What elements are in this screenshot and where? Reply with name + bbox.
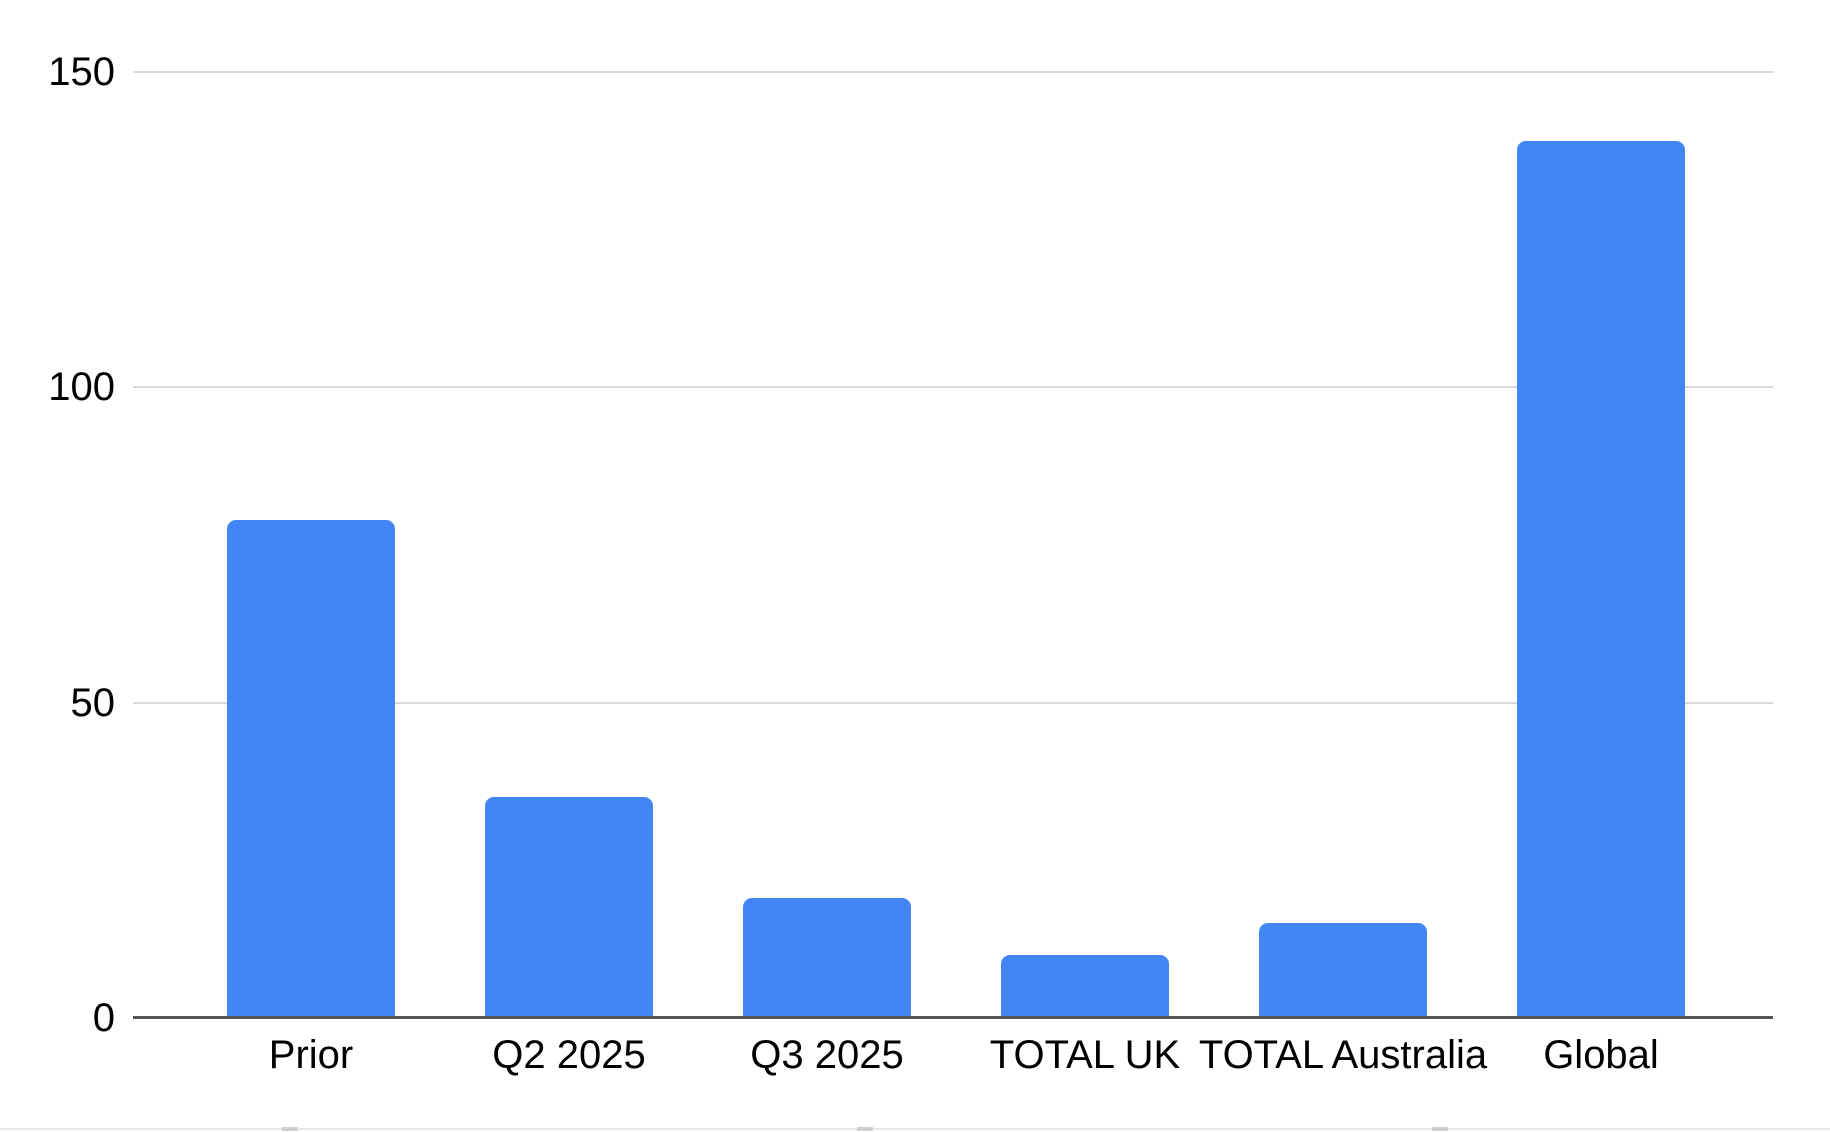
bar-total-australia (1259, 923, 1427, 1018)
x-axis-tick-label: TOTAL Australia (1198, 1033, 1488, 1077)
x-axis-tick-label: TOTAL UK (989, 1033, 1181, 1077)
y-axis-tick-label: 100 (48, 365, 115, 410)
gridline-50 (133, 701, 1773, 704)
x-axis-line (133, 1016, 1773, 1019)
gridline-150 (133, 71, 1773, 73)
spreadsheet-column-tick (282, 1127, 298, 1131)
bar-q2-2025 (485, 797, 653, 1018)
x-axis-tick-label: Q2 2025 (492, 1033, 646, 1077)
x-axis-tick-label: Global (1543, 1033, 1659, 1077)
y-axis-tick-label: 150 (48, 50, 115, 94)
bar-q3-2025 (743, 898, 911, 1018)
x-axis-tick-label: Prior (268, 1033, 354, 1077)
gridline-100 (133, 386, 1773, 389)
x-axis-tick-label: Q3 2025 (750, 1033, 904, 1077)
bar-total-uk (1001, 954, 1169, 1018)
bar-prior (227, 519, 395, 1018)
spreadsheet-column-tick (857, 1127, 873, 1131)
spreadsheet-row-edge (0, 1128, 1830, 1130)
y-axis-tick-label: 50 (70, 680, 116, 725)
spreadsheet-column-tick (1432, 1127, 1448, 1131)
y-axis-tick-label: 0 (92, 996, 115, 1040)
bar-global (1517, 141, 1685, 1018)
